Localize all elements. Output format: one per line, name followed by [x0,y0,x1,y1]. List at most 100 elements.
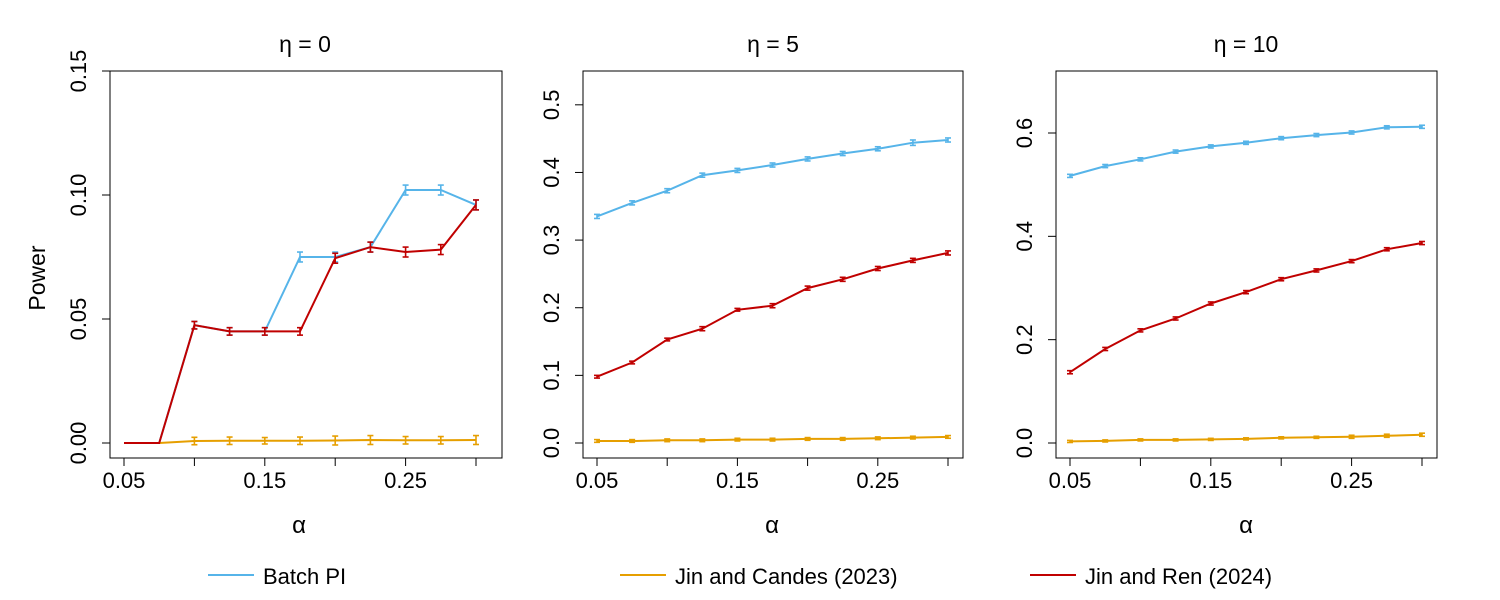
y-tick-label: 0.00 [66,422,91,465]
error-bar [839,150,846,157]
x-tick-label: 0.15 [716,468,759,493]
y-tick-label: 0.3 [539,225,564,256]
error-bar [734,167,741,174]
error-bar [1102,439,1109,443]
series-line [1069,125,1423,177]
x-tick-label: 0.15 [243,468,286,493]
y-tick-label: 0.0 [1012,428,1037,459]
error-bar [297,326,303,336]
error-bar [594,374,600,379]
error-bar [1278,135,1285,141]
error-bar [367,434,374,446]
error-bar [297,436,303,446]
error-bar [1243,289,1249,295]
error-bar [909,139,916,147]
error-bar [1348,258,1355,264]
panel-title: η = 10 [1214,31,1279,57]
y-axis-label: Power [24,245,50,311]
error-bar [734,307,741,312]
error-bar [226,436,233,446]
error-bar [1172,316,1179,321]
y-tick-label: 0.05 [66,298,91,341]
series-batch-pi [1067,124,1425,179]
y-tick-label: 0.4 [539,157,564,188]
error-bar [945,250,951,256]
series-line [124,204,477,444]
error-bar [1278,435,1285,440]
error-bar [437,184,444,196]
plot-frame [109,70,503,459]
error-bar [664,337,671,342]
y-tick-label: 0.2 [1012,324,1037,355]
error-bar [874,145,881,152]
error-bar [1067,439,1073,444]
error-bar [1243,437,1249,441]
error-bar [909,257,916,264]
x-axis-label: α [1239,512,1253,539]
error-bar [874,265,881,272]
error-bar [909,435,916,440]
x-tick-label: 0.15 [1189,468,1232,493]
series-jin-and-ren-2024- [1067,240,1425,375]
series-line [124,189,477,444]
error-bar [664,438,671,443]
legend-label: Jin and Candes (2023) [675,564,898,589]
error-bar [191,320,198,330]
error-bar [261,326,268,336]
y-tick-label: 0.15 [66,50,91,93]
legend-item-batch-pi: Batch PI [208,564,346,589]
x-axis-label: α [292,512,306,539]
error-bar [191,436,198,446]
error-bar [437,435,444,445]
error-bar [699,325,706,332]
panel-title: η = 0 [279,31,331,57]
error-bar [1067,369,1073,375]
error-bar [1348,130,1355,135]
error-bar [473,199,479,211]
error-bar [769,437,776,442]
x-tick-label: 0.25 [856,468,899,493]
error-bar [1102,163,1109,169]
error-bar [1137,157,1144,162]
series-line [1069,242,1423,374]
error-bar [1383,124,1390,130]
legend: Batch PI Jin and Candes (2023) Jin and R… [208,564,1272,589]
y-tick-label: 0.6 [1012,118,1037,149]
error-bar [945,137,951,143]
error-bar [402,435,409,445]
error-bar [1419,124,1425,130]
error-bar [945,434,951,440]
y-tick-label: 0.10 [66,174,91,217]
error-bar [629,200,636,206]
error-bar [1067,173,1073,179]
error-bar [629,438,636,444]
legend-label: Jin and Ren (2024) [1085,564,1272,589]
error-bar [1278,276,1285,282]
error-bar [1172,438,1179,442]
series-jin-and-ren-2024- [594,250,951,379]
x-tick-label: 0.05 [103,468,146,493]
y-tick-label: 0.0 [539,428,564,459]
error-bar [1383,433,1390,439]
series-jin-and-ren-2024- [124,199,479,444]
plot-frame [582,70,964,459]
error-bar [261,436,268,445]
error-bar [473,434,479,446]
error-bar [1313,132,1320,138]
y-tick-label: 0.2 [539,292,564,323]
error-bar [402,246,409,258]
error-bar [594,213,600,220]
series-line [596,139,949,218]
x-axis-label: α [765,512,779,539]
error-bar [804,436,811,442]
series-jin-and-candes-2023- [124,434,479,446]
error-bar [1102,346,1109,352]
legend-item-jin-candes: Jin and Candes (2023) [620,564,898,589]
y-tick-label: 0.5 [539,90,564,121]
error-bar [1313,435,1320,440]
series-batch-pi [594,137,951,220]
error-bar [734,437,741,442]
error-bar [1419,240,1425,246]
error-bar [664,187,671,194]
y-tick-label: 0.1 [539,360,564,391]
